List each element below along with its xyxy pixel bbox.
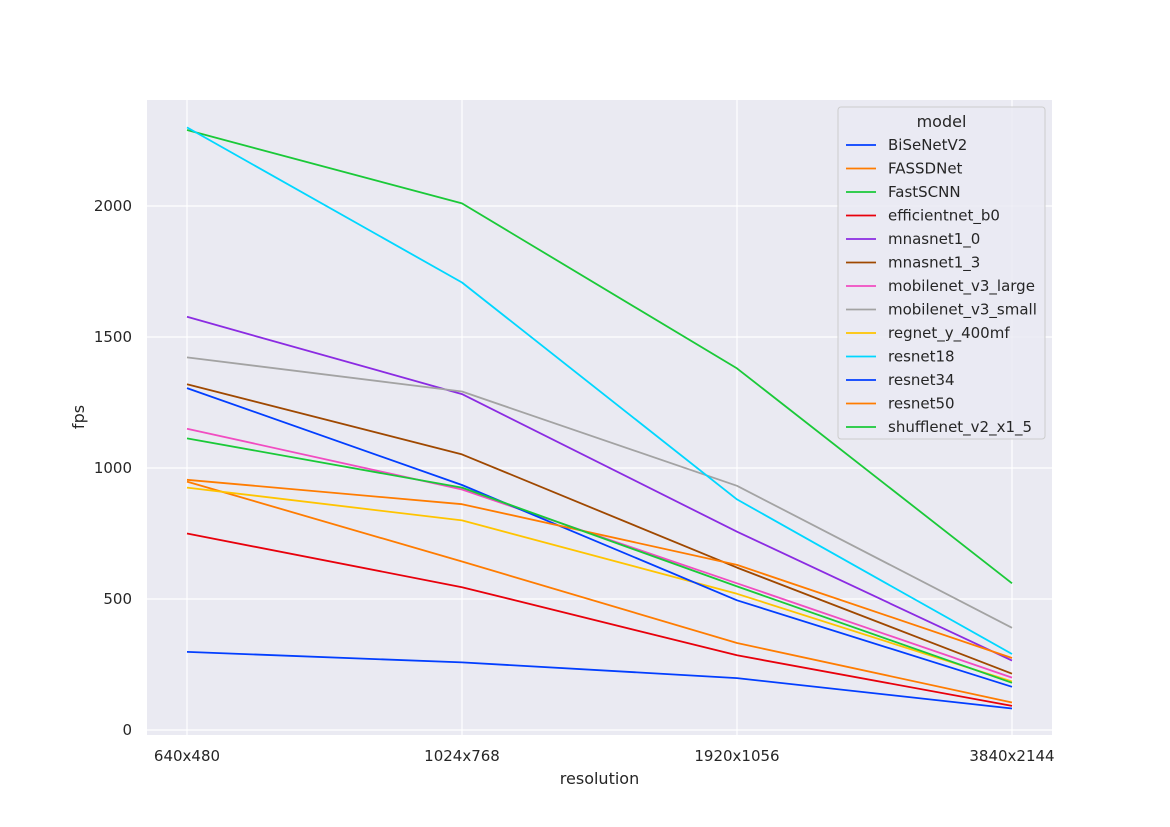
legend-label: FASSDNet xyxy=(888,160,963,178)
series-line-mnasnet1-0 xyxy=(186,315,1013,662)
series-lines xyxy=(186,126,1013,710)
legend-label: mnasnet1_0 xyxy=(888,230,980,249)
legend-items: BiSeNetV2 FASSDNet FastSCNN efficientnet_b0… xyxy=(846,136,1037,437)
legend-label: BiSeNetV2 xyxy=(888,136,967,154)
x-tick-label: 3840x2144 xyxy=(969,747,1054,765)
legend-label: regnet_y_400mf xyxy=(888,324,1010,343)
series-line-fastscnn xyxy=(186,129,1013,585)
y-tick-label: 0 xyxy=(122,721,132,739)
legend-title: model xyxy=(917,112,967,131)
y-axis-label: fps xyxy=(69,405,88,429)
x-axis-label: resolution xyxy=(560,769,639,788)
y-tick-label: 500 xyxy=(103,590,132,608)
series-line-resnet18 xyxy=(186,126,1013,655)
legend-label: resnet18 xyxy=(888,348,955,366)
series-line-regnet-y-400mf xyxy=(186,486,1013,683)
y-tick-label: 1000 xyxy=(94,459,132,477)
legend-label: mobilenet_v3_small xyxy=(888,301,1037,320)
series-line-bisenetv2 xyxy=(186,651,1013,710)
legend-label: efficientnet_b0 xyxy=(888,207,1000,226)
x-axis-ticks: 640x480 1024x768 1920x1056 3840x2144 xyxy=(154,747,1055,765)
legend-label: mobilenet_v3_large xyxy=(888,277,1035,296)
series-line-resnet34 xyxy=(186,387,1013,688)
x-tick-label: 1920x1056 xyxy=(694,747,779,765)
legend-label: resnet50 xyxy=(888,395,955,413)
y-tick-label: 2000 xyxy=(94,197,132,215)
x-tick-label: 640x480 xyxy=(154,747,220,765)
legend-label: shufflenet_v2_x1_5 xyxy=(888,418,1032,437)
series-line-resnet50 xyxy=(186,478,1013,659)
legend-label: resnet34 xyxy=(888,371,955,389)
y-tick-label: 1500 xyxy=(94,328,132,346)
y-axis-ticks: 0 500 1000 1500 2000 xyxy=(94,197,132,739)
legend: model BiSeNetV2 FASSDNet FastSCNN efficient… xyxy=(837,106,1046,440)
x-tick-label: 1024x768 xyxy=(424,747,500,765)
series-line-mobilenet-v3-small xyxy=(186,356,1013,629)
legend-box xyxy=(837,106,1046,440)
series-line-mnasnet1-3 xyxy=(186,383,1013,675)
series-line-shufflenet-v2-x1-5 xyxy=(186,437,1013,684)
series-line-fassdnet xyxy=(186,480,1013,704)
series-line-efficientnet-b0 xyxy=(186,532,1013,707)
legend-label: mnasnet1_3 xyxy=(888,254,980,273)
legend-label: FastSCNN xyxy=(888,183,961,201)
